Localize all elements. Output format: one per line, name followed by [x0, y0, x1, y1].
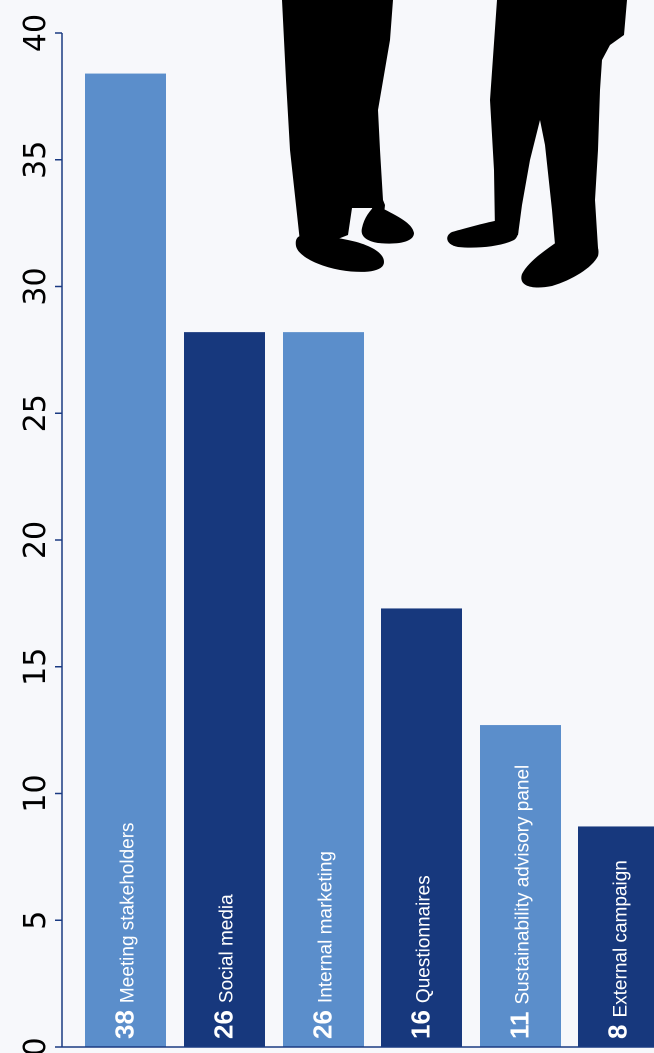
bar-label: 16 Questionnaires — [406, 875, 436, 1039]
bar — [578, 826, 654, 1047]
bar-category-label: Questionnaires — [414, 875, 435, 1003]
left-person-legs — [282, 0, 393, 242]
right-person-shoe-right — [521, 238, 599, 288]
y-tick-label: 25 — [18, 394, 53, 432]
bar-category-label: Meeting stakeholders — [118, 822, 139, 1003]
y-tick-label: 30 — [18, 267, 53, 305]
bar-value-label: 26 — [308, 1010, 338, 1039]
bar-label: 8 External campaign — [603, 860, 633, 1039]
y-axis: 0 5 10 15 20 25 30 35 40 — [18, 14, 654, 1053]
right-person-legs — [490, 0, 627, 256]
bar-label: 26 Internal marketing — [308, 851, 338, 1039]
bar — [184, 332, 265, 1047]
left-person-shoe-right — [361, 205, 414, 244]
bar-category-label: Sustainability advisory panel — [513, 765, 534, 1005]
y-tick-label: 10 — [18, 774, 53, 812]
bar — [381, 608, 462, 1047]
businessmen-silhouette — [282, 0, 627, 288]
y-tick-label: 0 — [18, 1037, 53, 1053]
bar-category-label: Social media — [217, 894, 238, 1003]
y-tick-label: 35 — [18, 141, 53, 179]
y-tick-label: 40 — [18, 14, 53, 52]
bar-value-label: 11 — [505, 1012, 535, 1040]
bar-value-label: 8 — [603, 1025, 633, 1039]
bar-label: 38 Meeting stakeholders — [110, 822, 140, 1039]
bar-category-label: External campaign — [611, 860, 632, 1017]
y-tick-label: 5 — [18, 911, 53, 930]
bar — [480, 725, 561, 1047]
bar-value-label: 38 — [110, 1010, 140, 1039]
y-tick-label: 20 — [18, 521, 53, 559]
bar-value-label: 26 — [209, 1010, 239, 1039]
bar-value-label: 16 — [406, 1010, 436, 1039]
bar — [283, 332, 364, 1047]
right-person-shoe-left — [447, 220, 519, 248]
bar-label: 26 Social media — [209, 894, 239, 1039]
bars-layer: 38 Meeting stakeholders 26 Social media 26 In… — [85, 73, 654, 1047]
bar-label: 11 Sustainability advisory panel — [505, 765, 535, 1039]
y-tick-label: 15 — [18, 648, 53, 686]
bar-category-label: Internal marketing — [316, 851, 337, 1003]
left-person-shoe-left — [295, 235, 384, 272]
bar — [85, 73, 166, 1047]
